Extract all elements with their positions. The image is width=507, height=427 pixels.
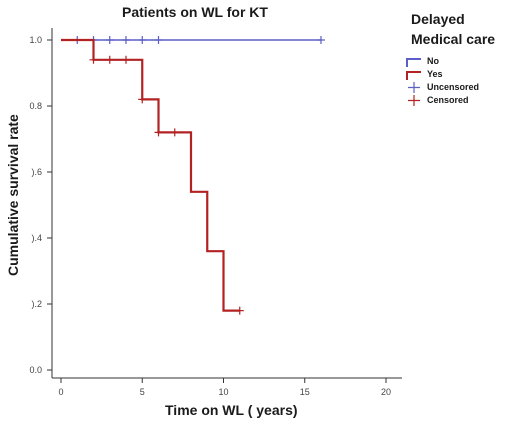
x-axis-label: Time on WL ( years) <box>165 402 298 418</box>
legend-item-censored: Censored <box>406 94 506 107</box>
censor-mark-yes <box>154 128 163 137</box>
censor-mark-yes <box>122 55 130 64</box>
censor-mark-yes <box>138 95 147 104</box>
legend-item-no: No <box>406 55 506 68</box>
chart-title: Patients on WL for KT <box>122 4 268 20</box>
censor-mark-no <box>138 36 147 44</box>
censor-mark-yes <box>235 306 244 315</box>
legend-title: Delayed Medical care <box>411 11 496 47</box>
legend-label-censored: Censored <box>427 95 469 105</box>
legend-swatch-no <box>406 58 421 67</box>
y-tick-label: ).4 <box>31 233 42 243</box>
legend-item-yes: Yes <box>406 68 506 81</box>
legend-item-uncensored: Uncensored <box>406 81 506 94</box>
legend-label-yes: Yes <box>427 69 443 79</box>
censor-mark-no <box>105 36 114 44</box>
y-tick-label: 0.8 <box>29 101 42 111</box>
y-tick-label: ).6 <box>31 167 42 177</box>
y-tick-label: ).2 <box>31 299 42 309</box>
censor-mark-yes <box>170 128 179 137</box>
legend-label-uncensored: Uncensored <box>427 82 480 92</box>
series-layer <box>61 36 325 315</box>
censor-mark-no <box>122 36 130 44</box>
censor-mark-no <box>154 36 163 44</box>
ticks: 0 5 10 15 20 0.0 ).2 ).4 ).6 0.8 1.0 <box>29 35 391 397</box>
legend-swatch-censored <box>408 95 420 106</box>
censor-mark-yes <box>89 55 98 64</box>
x-tick-label: 15 <box>300 387 310 397</box>
y-tick-label: 1.0 <box>29 35 42 45</box>
censor-mark-yes <box>105 55 114 64</box>
legend-swatch-uncensored <box>408 82 420 93</box>
series-line-yes <box>61 38 240 312</box>
x-tick-label: 20 <box>381 387 391 397</box>
x-tick-label: 10 <box>218 387 228 397</box>
legend-label-no: No <box>427 56 439 66</box>
axes <box>51 28 402 379</box>
legend-swatch-yes <box>406 71 421 80</box>
censor-mark-no <box>317 36 325 44</box>
x-tick-label: 5 <box>140 387 145 397</box>
y-tick-label: 0.0 <box>29 365 42 375</box>
x-tick-label: 0 <box>58 387 63 397</box>
y-axis-label: Cumulative survival rate <box>5 114 21 276</box>
